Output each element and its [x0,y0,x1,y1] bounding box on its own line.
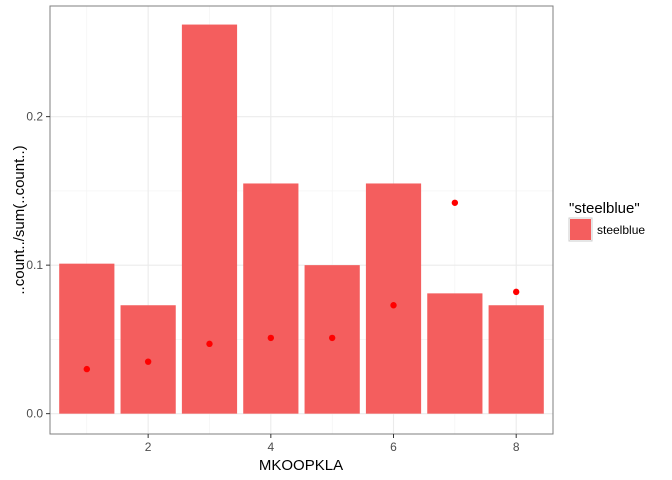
legend-swatch [570,219,591,240]
point [328,334,336,342]
point [206,340,213,348]
legend-title: "steelblue" [569,200,640,217]
bar [243,183,299,414]
y-tick-label: 0.0 [26,407,43,421]
bar [181,24,238,414]
legend-key [568,217,593,242]
legend: "steelblue" steelblue [568,200,645,242]
point [83,365,91,373]
x-tick-label: 8 [513,440,520,454]
bar [427,293,483,414]
y-tick-label: 0.1 [26,258,43,272]
legend-label: steelblue [597,223,645,237]
x-tick-label: 2 [145,440,152,454]
x-axis-title: MKOOPKLA [259,457,343,474]
y-axis: 0.0 0.1 0.2 [26,110,50,421]
point [390,302,397,309]
point [512,288,520,296]
x-tick-label: 4 [267,440,274,454]
bar [365,183,422,414]
point [451,199,459,206]
point [267,334,275,342]
y-tick-label: 0.2 [26,110,43,124]
panel-border [49,5,554,435]
x-tick-label: 6 [390,440,397,454]
x-axis: 2 4 6 8 [145,434,520,454]
bars [59,24,544,414]
points [83,199,520,373]
y-axis-title: ..count../sum(..count..) [11,145,28,294]
bar [59,263,115,414]
bar [488,305,544,414]
point [144,358,152,365]
